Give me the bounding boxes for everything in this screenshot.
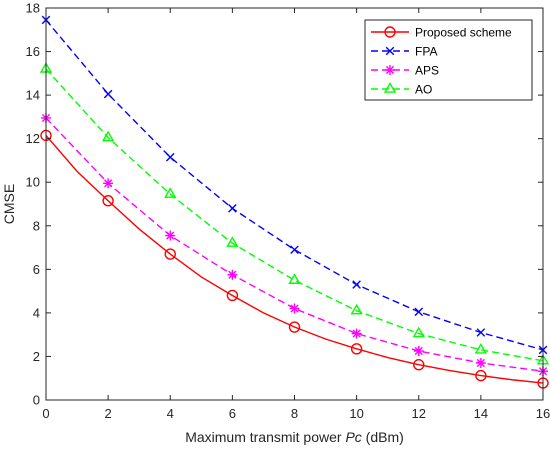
y-tick-label: 0 [33, 393, 40, 408]
series-point-ao [288, 273, 301, 284]
asterisk-marker-stroke [385, 65, 395, 75]
x-tick-label: 16 [536, 406, 550, 421]
x-marker-stroke [228, 204, 237, 213]
series-point-ao [412, 326, 425, 338]
series-point-proposed-scheme [226, 289, 239, 302]
triangle-marker [101, 130, 115, 142]
x-tick-label: 6 [229, 406, 236, 421]
triangle-marker [226, 236, 239, 247]
legend-label-proposed-scheme: Proposed scheme [415, 26, 512, 40]
series-point-proposed-scheme [413, 359, 425, 371]
y-tick-label: 4 [33, 305, 40, 320]
series-point-proposed-scheme [475, 369, 487, 382]
x-marker-stroke [414, 307, 424, 317]
series-point-ao [474, 343, 488, 354]
circle-marker [413, 359, 425, 371]
series-line-aps [45, 117, 544, 372]
legend-marker-proposed-scheme [384, 26, 396, 38]
y-tick-label: 18 [26, 1, 40, 16]
asterisk-marker-stroke [352, 329, 361, 338]
y-tick-label: 8 [33, 218, 40, 233]
circle-marker [288, 321, 301, 333]
series-point-aps [475, 357, 486, 368]
x-marker-stroke [476, 328, 486, 337]
series-point-ao [226, 236, 239, 247]
x-marker-stroke [165, 152, 175, 162]
legend-marker-fpa [385, 46, 395, 56]
asterisk-marker-stroke [166, 231, 175, 240]
legend-label-aps: APS [415, 64, 439, 78]
series-point-aps [289, 303, 300, 314]
series-point-ao [350, 303, 363, 315]
y-tick-label: 16 [26, 44, 40, 59]
circle-marker [102, 195, 114, 207]
legend-marker-aps [385, 65, 395, 75]
series-point-ao [164, 187, 177, 198]
x-axis-title: Maximum transmit power Pc (dBm) [185, 429, 404, 445]
series-point-proposed-scheme [350, 343, 363, 355]
series-point-fpa [476, 328, 486, 337]
legend-label-ao: AO [415, 83, 432, 97]
legend-marker-ao [383, 82, 397, 93]
series-point-aps [413, 346, 424, 356]
series-point-fpa [228, 204, 237, 213]
triangle-marker [412, 326, 425, 338]
y-tick-label: 14 [26, 88, 40, 103]
series-point-proposed-scheme [288, 321, 301, 333]
legend: Proposed scheme FPA APS AO [364, 19, 533, 101]
x-tick-label: 0 [42, 406, 49, 421]
circle-marker [164, 248, 176, 260]
triangle-marker [474, 343, 488, 354]
x-tick-label: 2 [105, 406, 112, 421]
x-marker-stroke [352, 280, 361, 289]
asterisk-marker-stroke [476, 358, 485, 368]
asterisk-marker-stroke [414, 346, 423, 356]
legend-box [364, 19, 533, 101]
asterisk-marker-stroke [228, 270, 237, 279]
series-line-fpa [45, 19, 544, 351]
triangle-marker [350, 303, 363, 315]
series-point-ao [101, 130, 115, 142]
y-tick-label: 12 [26, 131, 40, 146]
x-marker-stroke [385, 46, 395, 56]
series-point-aps [103, 178, 114, 189]
series-line-ao [45, 68, 544, 362]
series-point-fpa [414, 307, 424, 317]
series-point-fpa [165, 152, 175, 162]
x-tick-label: 10 [349, 406, 363, 421]
legend-label-fpa: FPA [415, 45, 437, 59]
x-marker-stroke [103, 89, 113, 99]
series-point-aps [227, 269, 238, 280]
series-point-proposed-scheme [102, 195, 114, 207]
y-tick-label: 2 [33, 349, 40, 364]
triangle-marker [383, 82, 397, 93]
x-tick-label: 8 [291, 406, 298, 421]
y-tick-label: 6 [33, 262, 40, 277]
x-marker-stroke [290, 245, 299, 255]
asterisk-marker-stroke [290, 304, 299, 313]
series-point-fpa [290, 245, 299, 255]
ticks-layer: 0 2 4 6 8 10 12 14 16 0 2 4 6 8 10 12 14 16 18 [26, 1, 550, 422]
series-point-fpa [352, 280, 361, 289]
asterisk-marker-stroke [104, 179, 113, 188]
series-line-proposed-scheme [45, 134, 544, 384]
x-tick-label: 4 [167, 406, 174, 421]
series-point-proposed-scheme [164, 248, 176, 260]
series-point-fpa [103, 89, 113, 99]
x-tick-label: 14 [474, 406, 488, 421]
series-point-aps [351, 328, 362, 339]
y-axis-title: CMSE [1, 184, 17, 224]
circle-marker [226, 289, 239, 302]
series-layer [39, 15, 550, 389]
circle-marker [350, 343, 363, 355]
series-point-aps [165, 230, 176, 241]
circle-marker [475, 369, 487, 382]
triangle-marker [164, 187, 177, 198]
x-tick-label: 12 [412, 406, 426, 421]
y-tick-label: 10 [26, 175, 40, 190]
triangle-marker [288, 273, 301, 284]
circle-marker [384, 26, 396, 38]
